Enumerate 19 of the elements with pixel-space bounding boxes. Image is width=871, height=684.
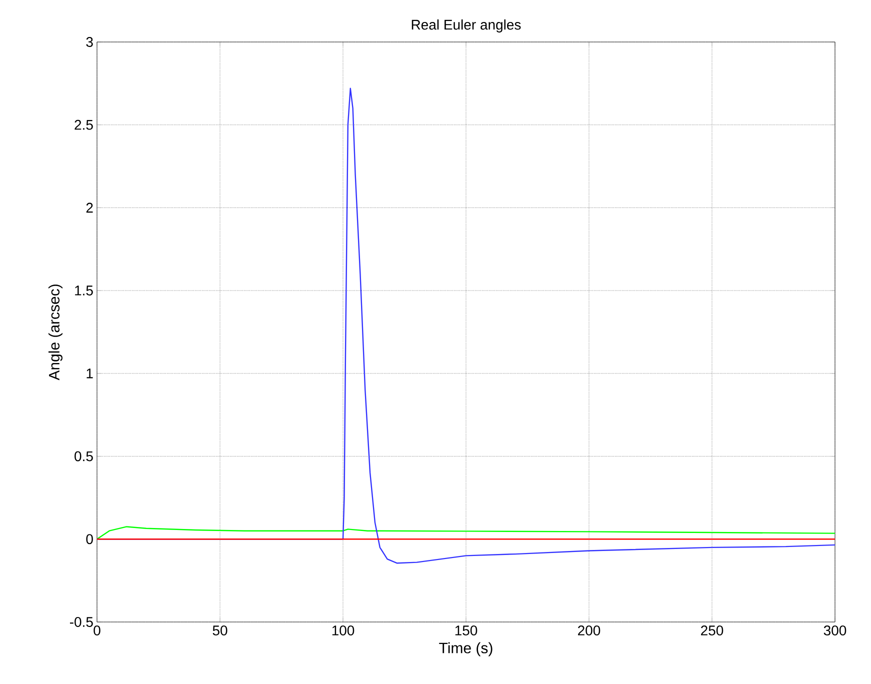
x-tick-label: 200 [578, 626, 600, 636]
x-tick-label: 300 [824, 626, 846, 636]
x-axis-title: Time (s) [439, 642, 492, 656]
y-tick-label: 2.5 [74, 120, 93, 130]
y-tick-label: 2 [86, 202, 93, 213]
y-tick-label: 0 [86, 534, 93, 544]
y-tick-label: -0.5 [70, 617, 93, 627]
x-tick-label: 50 [212, 626, 228, 636]
y-axis-title: Angle (arcsec) [48, 284, 62, 380]
line-series [97, 526, 835, 540]
x-tick-label: 100 [332, 626, 354, 636]
y-tick-label: 3 [86, 37, 93, 47]
chart-title: Real Euler angles [412, 19, 521, 32]
y-tick-label: 1.5 [75, 286, 93, 296]
y-tick-label: 0.5 [74, 451, 93, 462]
x-tick-label: 150 [455, 626, 478, 636]
y-tick-label: 1 [86, 368, 93, 378]
x-tick-label: 0 [94, 626, 100, 636]
x-tick-label: 250 [701, 626, 724, 636]
